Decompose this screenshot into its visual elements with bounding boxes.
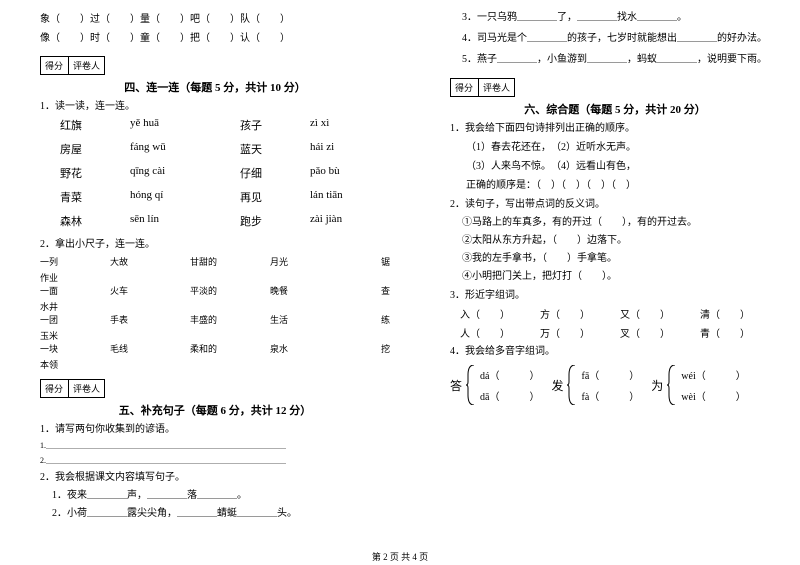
score-box-4: 得分 评卷人 [40,56,105,75]
pinyin-cell: zài jiàn [310,213,390,229]
pinyin-cell: 森林 [60,213,130,229]
grader-label: 评卷人 [69,57,104,74]
pinyin-cell: qīng cài [130,165,240,181]
bracket-icon [466,365,476,405]
s5-q1a: 1.＿＿＿＿＿＿＿＿＿＿＿＿＿＿＿＿＿＿＿＿＿＿＿＿＿＿＿＿＿＿ [40,440,390,452]
pinyin-row-4: 森林 sēn lín 跑步 zài jiàn [40,213,390,229]
char-fa: 发 [551,377,563,394]
q6-4: 4．我会给多音字组词。 [450,344,780,359]
pinyin-cell: 房屋 [60,141,130,157]
s5-q1b: 2.＿＿＿＿＿＿＿＿＿＿＿＿＿＿＿＿＿＿＿＿＿＿＿＿＿＿＿＿＿＿ [40,455,390,467]
score-label: 得分 [41,57,69,74]
pinyin-row-1: 房屋 fáng wū 蓝天 hái zi [40,141,390,157]
py-fa1: fā（ ） [581,367,639,382]
poly-group: 答 dá（ ） dā（ ） 发 fā（ ） fà（ ） 为 wéi（ ） wèi… [450,365,780,405]
pinyin-cell: sēn lín [130,213,240,229]
pinyin-cell: hái zi [310,141,390,157]
grader-label: 评卷人 [479,79,514,96]
pinyin-cell: zì xì [310,117,390,133]
score-box-6: 得分 评卷人 [450,78,515,97]
char-wei: 为 [651,377,663,394]
section-4-title: 四、连一连（每题 5 分，共计 10 分） [40,79,390,95]
q6-1a: （1）春去花还在， （2）近听水无声。 [450,140,780,155]
pinyin-row-2: 野花 qīng cài 仔细 pǎo bù [40,165,390,181]
pinyin-cell: yě huā [130,117,240,133]
pinyin-cell: 孩子 [240,117,310,133]
match-row: 一列大故甘甜的月光锯 [40,255,390,268]
match-row: 一面火车平淡的晚餐查 [40,284,390,297]
q6-2d: ④小明把门关上，把灯打（ ）。 [462,269,780,284]
q6-3: 3．形近字组词。 [450,288,780,303]
s5-q2: 2．我会根据课文内容填写句子。 [40,470,390,485]
char-line-2: 像（ ）时（ ）童（ ）把（ ）认（ ） [40,29,390,44]
pinyin-cell: lán tiān [310,189,390,205]
pinyin-row-0: 红旗 yě huā 孩子 zì xì [40,117,390,133]
match-row: 一块毛线柔和的泉水挖 [40,342,390,355]
page-footer: 第 2 页 共 4 页 [0,550,800,563]
q6-2: 2．读句子，写出带点词的反义词。 [450,197,780,212]
score-label: 得分 [41,380,69,397]
bracket-icon [567,365,577,405]
pinyin-row-3: 青菜 hóng qí 再见 lán tiān [40,189,390,205]
pinyin-cell: 红旗 [60,117,130,133]
pinyin-cell: 蓝天 [240,141,310,157]
pinyin-cell: pǎo bù [310,165,390,181]
right-column: 3．一只乌鸦＿＿＿＿了，＿＿＿＿找水＿＿＿＿。 4．司马光是个＿＿＿＿的孩子，七… [450,10,780,530]
q6-2b: ②太阳从东方升起，（ ）边落下。 [462,233,780,248]
py-da2: dā（ ） [480,388,539,403]
char-row-a: 入（ ） 方（ ） 又（ ） 清（ ） [450,306,780,321]
match-sub: 作业 [40,271,390,284]
pinyin-cell: 野花 [60,165,130,181]
py-wei2: wèi（ ） [681,388,745,403]
grader-label: 评卷人 [69,380,104,397]
r5: 5．燕子＿＿＿＿，小鱼游到＿＿＿＿，蚂蚁＿＿＿＿，说明要下雨。 [450,52,780,67]
match-sub: 玉米 [40,329,390,342]
py-fa2: fà（ ） [581,388,639,403]
q6-1c: 正确的顺序是：（ ）（ ）（ ）（ ） [450,178,780,193]
s5-q2b: 2．小荷＿＿＿＿露尖尖角，＿＿＿＿蜻蜓＿＿＿＿头。 [40,506,390,521]
pinyin-cell: 再见 [240,189,310,205]
py-wei1: wéi（ ） [681,367,745,382]
pinyin-cell: fáng wū [130,141,240,157]
pinyin-cell: hóng qí [130,189,240,205]
q6-2a: ①马路上的车真多，有的开过（ ），有的开过去。 [462,215,780,230]
char-row-b: 人（ ） 万（ ） 叉（ ） 青（ ） [450,325,780,340]
score-label: 得分 [451,79,479,96]
q4-2: 2．拿出小尺子，连一连。 [40,237,390,252]
q6-1: 1．我会给下面四句诗排列出正确的顺序。 [450,121,780,136]
bracket-icon [667,365,677,405]
q6-2c: ③我的左手拿书，（ ）手拿笔。 [462,251,780,266]
pinyin-cell: 跑步 [240,213,310,229]
section-5-title: 五、补充句子（每题 6 分，共计 12 分） [40,402,390,418]
q4-1: 1．读一读，连一连。 [40,99,390,114]
match-row: 一团手表丰盛的生活练 [40,313,390,326]
pinyin-cell: 青菜 [60,189,130,205]
s5-q2a: 1．夜来＿＿＿＿声，＿＿＿＿落＿＿＿＿。 [40,488,390,503]
s5-q1: 1．请写两句你收集到的谚语。 [40,422,390,437]
char-da: 答 [450,377,462,394]
left-column: 象（ ）过（ ）量（ ）吧（ ）队（ ） 像（ ）时（ ）童（ ）把（ ）认（ … [40,10,390,530]
score-box-5: 得分 评卷人 [40,379,105,398]
char-line-1: 象（ ）过（ ）量（ ）吧（ ）队（ ） [40,10,390,25]
q6-1b: （3）人来鸟不惊。 （4）远看山有色， [450,159,780,174]
r4: 4．司马光是个＿＿＿＿的孩子，七岁时就能想出＿＿＿＿的好办法。 [450,31,780,46]
r3: 3．一只乌鸦＿＿＿＿了，＿＿＿＿找水＿＿＿＿。 [450,10,780,25]
py-da1: dá（ ） [480,367,539,382]
match-sub: 本领 [40,358,390,371]
section-6-title: 六、综合题（每题 5 分，共计 20 分） [450,101,780,117]
match-sub: 水井 [40,300,390,313]
pinyin-cell: 仔细 [240,165,310,181]
